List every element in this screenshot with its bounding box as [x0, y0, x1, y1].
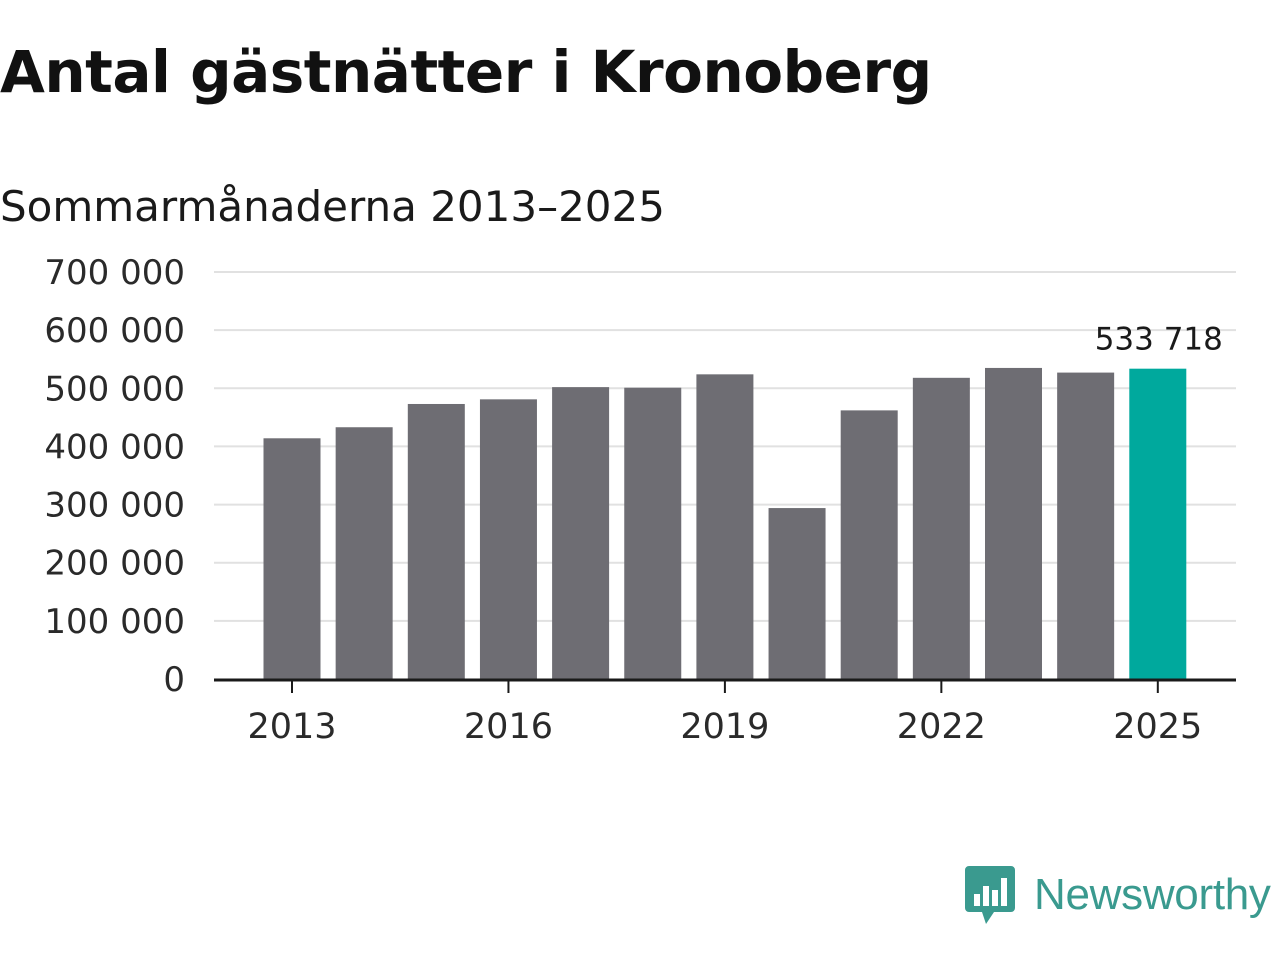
- x-tick-label: 2019: [680, 707, 769, 747]
- y-tick-label: 0: [163, 660, 185, 700]
- y-tick-label: 600 000: [44, 311, 185, 351]
- x-tick-label: 2022: [897, 707, 986, 747]
- bar-2021: [840, 410, 898, 679]
- y-tick-label: 300 000: [44, 486, 185, 526]
- bar-2017: [552, 387, 610, 679]
- x-axis-ticks: 2013 2016 2019 2022 2025: [247, 680, 1202, 747]
- bar-2015: [407, 403, 465, 679]
- bar-2023: [985, 367, 1042, 679]
- bar-2020: [768, 508, 826, 679]
- x-tick-label: 2025: [1113, 707, 1202, 747]
- bar-2014: [335, 427, 393, 679]
- chart-subtitle: Sommarmånaderna 2013–2025: [0, 182, 665, 231]
- brand-name: Newsworthy: [1034, 870, 1271, 919]
- newsworthy-bar-chart-icon: [965, 866, 1015, 924]
- bar-2024: [1057, 372, 1115, 679]
- bar-2013: [263, 438, 321, 679]
- y-tick-label: 400 000: [44, 427, 185, 467]
- data-labels: 533 718: [1095, 322, 1223, 358]
- bar-2018: [624, 387, 682, 679]
- y-axis-ticks: 0 100 000 200 000 300 000 400 000 500 000 600 …: [44, 253, 185, 700]
- y-tick-label: 100 000: [44, 602, 185, 642]
- bar-2016: [479, 399, 537, 679]
- bars: [263, 367, 1187, 679]
- bar-chart: 0 100 000 200 000 300 000 400 000 500 000 600 …: [44, 253, 1236, 747]
- newsworthy-logo: Newsworthy: [964, 864, 1271, 926]
- bar-2022: [912, 377, 970, 679]
- data-label-2025: 533 718: [1095, 322, 1223, 358]
- bar-2025: [1129, 368, 1187, 679]
- x-tick-label: 2016: [464, 707, 553, 747]
- bar-2019: [696, 374, 754, 679]
- y-tick-label: 700 000: [44, 253, 185, 293]
- chart-title: Antal gästnätter i Kronoberg: [0, 38, 932, 106]
- x-tick-label: 2013: [247, 707, 336, 747]
- y-tick-label: 500 000: [44, 369, 185, 409]
- y-tick-label: 200 000: [44, 544, 185, 584]
